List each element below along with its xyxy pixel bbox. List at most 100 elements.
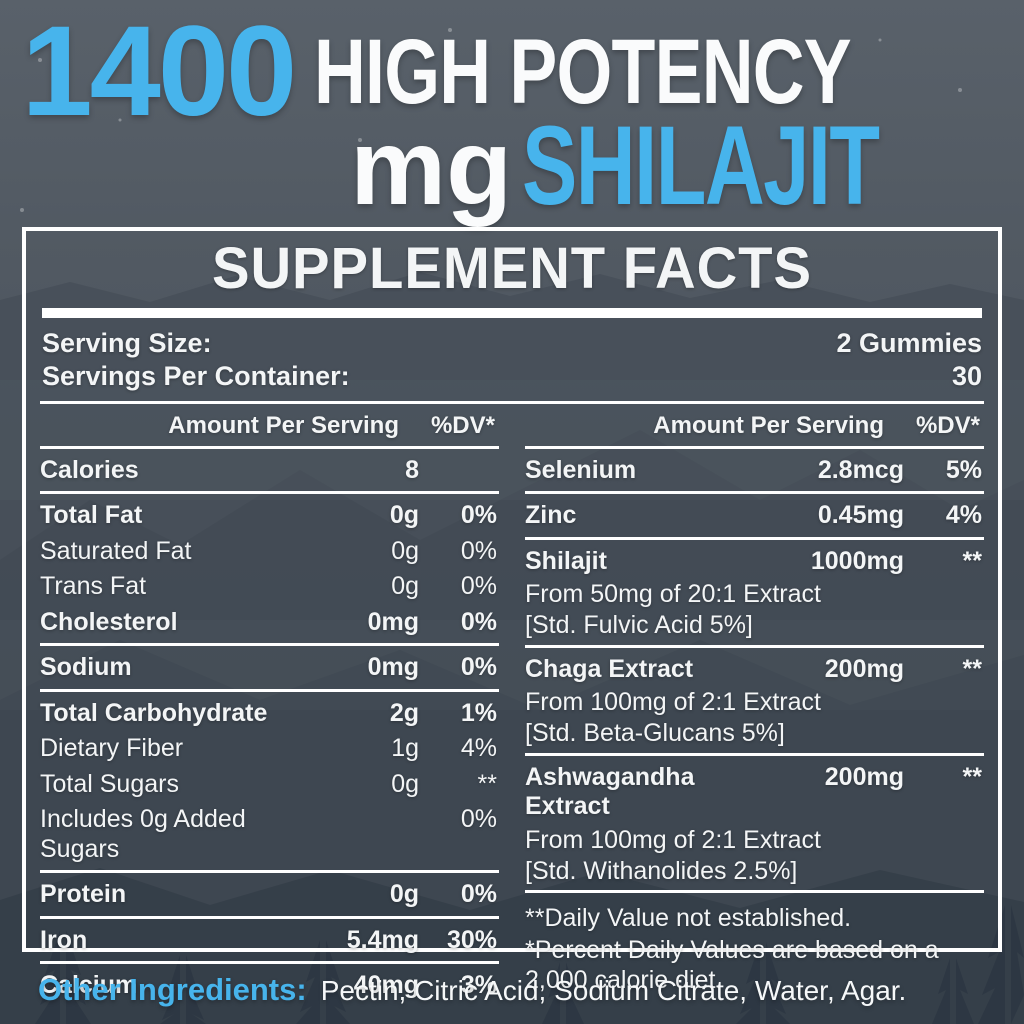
- nutrient-amount: 200mg: [824, 762, 904, 791]
- nutrient-amount: 200mg: [824, 654, 904, 683]
- nutrient-row: Total Carbohydrate 2g 1%: [40, 696, 499, 732]
- nutrient-name: Chaga Extract: [525, 654, 694, 683]
- nutrient-dv: 1%: [460, 698, 497, 727]
- nutrient-name: Sodium: [40, 653, 132, 682]
- facts-column-right: Amount Per Serving %DV* Selenium 2.8mcg …: [525, 408, 984, 1004]
- row-divider: [525, 644, 984, 648]
- nutrient-dv: 0%: [460, 536, 497, 565]
- nutrient-amount: 0.45mg: [817, 501, 904, 530]
- row-divider: [525, 752, 984, 756]
- nutrient-dv: **: [477, 769, 497, 798]
- nutrient-dv: 0%: [460, 572, 497, 601]
- footnote-line: **Daily Value not established.: [525, 904, 852, 933]
- nutrient-amount: 8: [405, 455, 419, 484]
- header-divider: [40, 445, 499, 449]
- nutrient-amount: 1000mg: [810, 546, 904, 575]
- nutrient-row: Selenium 2.8mcg 5%: [525, 453, 984, 489]
- row-divider: [40, 961, 499, 965]
- nutrient-amount: 0g: [391, 769, 419, 798]
- servings-per-container-row: Servings Per Container: 30: [40, 360, 984, 393]
- nutrient-dv: 0%: [460, 501, 497, 530]
- tagline-high-potency: HIGH POTENCY: [314, 21, 852, 123]
- other-ingredients-label: Other Ingredients:: [38, 972, 307, 1007]
- nutrient-name: Total Fat: [40, 501, 143, 530]
- nutrient-row: Dietary Fiber 1g 4%: [40, 731, 499, 767]
- nutrient-row: Calories 8: [40, 453, 499, 489]
- header-divider: [525, 445, 984, 449]
- nutrient-name: Shilajit: [525, 546, 607, 575]
- row-divider: [40, 688, 499, 692]
- nutrient-name: Zinc: [525, 501, 577, 530]
- amount-per-serving-header: Amount Per Serving: [168, 411, 399, 439]
- nutrient-dv: 5%: [945, 455, 982, 484]
- nutrient-subline: [Std. Beta-Glucans 5%]: [525, 719, 785, 748]
- nutrient-dv: 3%: [460, 971, 497, 1000]
- nutrient-name: Saturated Fat: [40, 536, 192, 565]
- nutrient-row: Includes 0g Added Sugars 0%: [40, 802, 499, 867]
- nutrient-amount: 0mg: [367, 607, 419, 636]
- row-divider: [40, 643, 499, 647]
- serving-size-row: Serving Size: 2 Gummies: [40, 327, 984, 360]
- row-divider: [525, 536, 984, 540]
- facts-column-left: Amount Per Serving %DV* Calories 8 Total…: [40, 408, 499, 1004]
- nutrient-dv: 0%: [460, 880, 497, 909]
- nutrient-dv: **: [962, 546, 982, 575]
- serving-size-value: 2 Gummies: [836, 327, 982, 358]
- serving-divider: [40, 400, 984, 404]
- nutrient-dv: 0%: [460, 653, 497, 682]
- nutrient-subline: [Std. Withanolides 2.5%]: [525, 856, 798, 885]
- product-headline: 1400 HIGH POTENCY mg SHILAJIT: [0, 8, 1024, 222]
- nutrient-row: Shilajit 1000mg ** From 50mg of 20:1 Ext…: [525, 544, 984, 642]
- nutrient-row: Total Fat 0g 0%: [40, 498, 499, 534]
- nutrient-dv: **: [962, 654, 982, 683]
- nutrient-row: Trans Fat 0g 0%: [40, 569, 499, 605]
- nutrient-amount: 0mg: [367, 653, 419, 682]
- nutrient-name: Trans Fat: [40, 572, 147, 601]
- nutrient-subline: From 100mg of 2:1 Extract: [525, 825, 821, 854]
- nutrient-amount: 2.8mcg: [817, 455, 904, 484]
- nutrient-name: Protein: [40, 880, 127, 909]
- nutrient-name: Cholesterol: [40, 607, 178, 636]
- column-header: Amount Per Serving %DV*: [40, 408, 499, 443]
- nutrient-row: Protein 0g 0%: [40, 877, 499, 913]
- nutrient-name: Total Sugars: [40, 769, 179, 798]
- amount-per-serving-header: Amount Per Serving: [653, 411, 884, 439]
- dosage-unit: mg: [350, 106, 513, 227]
- nutrient-amount: 0g: [389, 880, 419, 909]
- footnote-line: *Percent Daily Values are based on a 2,0…: [525, 936, 939, 995]
- dv-header: %DV*: [915, 411, 980, 439]
- serving-size-label: Serving Size:: [42, 327, 212, 358]
- other-ingredients-value: Pectin, Citric Acid, Sodium Citrate, Wat…: [320, 975, 907, 1006]
- nutrient-row: Chaga Extract 200mg ** From 100mg of 2:1…: [525, 652, 984, 750]
- servings-per-container-label: Servings Per Container:: [42, 360, 350, 391]
- nutrient-name: Iron: [40, 925, 88, 954]
- row-divider: [40, 915, 499, 919]
- column-header: Amount Per Serving %DV*: [525, 408, 984, 443]
- nutrient-dv: **: [962, 762, 982, 791]
- nutrient-row: Saturated Fat 0g 0%: [40, 534, 499, 570]
- nutrient-dv: 4%: [945, 501, 982, 530]
- nutrient-row: Zinc 0.45mg 4%: [525, 498, 984, 534]
- nutrient-amount: 2g: [389, 698, 419, 727]
- nutrient-subline: [Std. Fulvic Acid 5%]: [525, 611, 753, 640]
- nutrient-row: Cholesterol 0mg 0%: [40, 605, 499, 641]
- servings-per-container-value: 30: [951, 360, 982, 391]
- nutrient-amount: 1g: [391, 734, 419, 763]
- nutrient-amount: 0g: [389, 501, 419, 530]
- nutrient-subline: From 100mg of 2:1 Extract: [525, 688, 821, 717]
- nutrient-dv: 0%: [460, 607, 497, 636]
- nutrient-subline: From 50mg of 20:1 Extract: [525, 580, 821, 609]
- other-ingredients: Other Ingredients: Pectin, Citric Acid, …: [38, 972, 998, 1008]
- nutrient-name: Calories: [40, 455, 139, 484]
- row-divider: [40, 491, 499, 495]
- dv-header: %DV*: [430, 411, 495, 439]
- row-divider: [525, 491, 984, 495]
- nutrient-amount: 0g: [391, 572, 419, 601]
- nutrient-amount: 0g: [391, 536, 419, 565]
- row-divider: [40, 870, 499, 874]
- headline-row-1: 1400 HIGH POTENCY: [21, 8, 1002, 136]
- row-divider: [525, 890, 984, 894]
- footnotes: **Daily Value not established. *Percent D…: [525, 897, 984, 996]
